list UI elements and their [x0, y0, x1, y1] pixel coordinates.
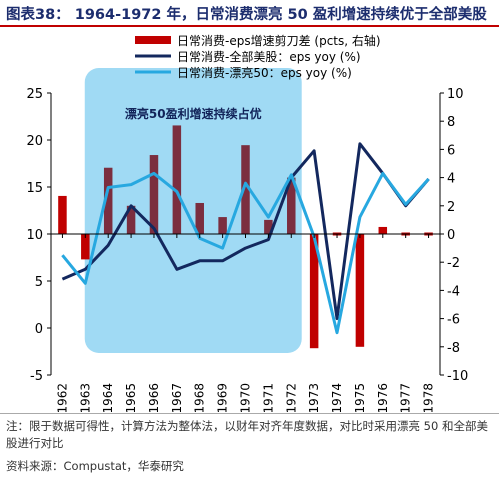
- x-tick-label: 1968: [193, 383, 207, 412]
- legend-label: 日常消费-全部美股：eps yoy (%): [177, 49, 361, 64]
- x-tick-label: 1967: [170, 383, 184, 412]
- x-tick-label: 1966: [147, 383, 161, 412]
- right-tick-label: -6: [447, 313, 460, 328]
- bar-1964: [103, 167, 113, 234]
- bars-layer: [58, 125, 433, 349]
- bar-1963: [81, 234, 90, 260]
- line-all-stocks: [61, 142, 430, 321]
- legend-label: 日常消费-漂亮50：eps yoy (%): [177, 65, 352, 80]
- x-tick-label: 1977: [399, 383, 413, 412]
- highlight-label: 漂亮50盈利增速持续占优: [125, 106, 262, 121]
- title-rule: [0, 25, 499, 27]
- bar-1962: [58, 195, 67, 234]
- x-tick-label: 1969: [216, 383, 230, 412]
- lines-layer: [61, 142, 430, 335]
- x-tick-label: 1978: [422, 383, 436, 412]
- bar-1966: [149, 155, 159, 234]
- bar-1973: [309, 234, 319, 349]
- bar-1971: [264, 219, 273, 234]
- legend: 日常消费-eps增速剪刀差 (pcts, 右轴)日常消费-全部美股：eps yo…: [135, 33, 381, 80]
- x-tick-label: 1973: [307, 383, 321, 412]
- right-tick-label: -10: [447, 369, 468, 384]
- right-tick-label: 0: [447, 228, 455, 243]
- bar-1965: [126, 205, 136, 234]
- left-tick-label: -5: [30, 369, 43, 384]
- right-tick-label: -2: [447, 256, 460, 271]
- x-tick-label: 1965: [124, 383, 138, 412]
- bar-1968: [195, 202, 204, 234]
- chart-source: 资料来源：Compustat，华泰研究: [6, 459, 184, 473]
- bar-1967: [172, 125, 182, 234]
- right-tick-label: -8: [447, 341, 460, 356]
- bar-1976: [378, 226, 388, 234]
- figure-title: 图表38： 1964-1972 年，日常消费漂亮 50 盈利增速持续优于全部美股: [6, 7, 487, 23]
- legend-swatch-bar: [135, 36, 171, 44]
- highlight-region: [84, 68, 302, 353]
- axes-layer: -5 0 5 10 15 20 25 -10 -8 -6 -4 -2 0 2 4 6 8 10 1962 1963 19…: [26, 87, 468, 412]
- chart: 漂亮50盈利增速持续占优 -5 0 5 10 15 20 25 -10 -8 -6 -4 -2 0 2 4 6…: [26, 33, 468, 412]
- right-tick-label: 2: [447, 200, 455, 215]
- right-tick-label: 6: [447, 143, 455, 158]
- bar-1972: [287, 177, 296, 234]
- left-tick-label: 10: [26, 228, 43, 243]
- x-tick-label: 1963: [78, 383, 92, 412]
- x-tick-label: 1970: [239, 383, 253, 412]
- footer-rule: [0, 413, 499, 414]
- x-tick-label: 1962: [55, 383, 69, 412]
- x-tick-label: 1974: [330, 383, 344, 412]
- bar-1970: [241, 145, 250, 234]
- left-tick-label: 15: [26, 181, 43, 196]
- bar-1975: [355, 234, 365, 347]
- right-tick-label: 4: [447, 172, 455, 187]
- left-tick-label: 20: [26, 134, 43, 149]
- x-tick-label: 1976: [376, 383, 390, 412]
- chart-note: 注：限于数据可得性，计算方法为整体法，以财年对齐年度数据，对比时采用漂亮 50 …: [6, 419, 488, 450]
- right-tick-label: -4: [447, 284, 460, 299]
- left-tick-label: 0: [35, 322, 43, 337]
- x-tick-label: 1975: [353, 383, 367, 412]
- x-tick-label: 1971: [261, 383, 275, 412]
- line-pretty50: [61, 171, 430, 335]
- legend-label: 日常消费-eps增速剪刀差 (pcts, 右轴): [177, 33, 381, 48]
- right-tick-label: 10: [447, 87, 464, 102]
- bar-1969: [218, 217, 227, 234]
- x-tick-label: 1964: [101, 383, 115, 412]
- left-tick-label: 5: [35, 275, 43, 290]
- left-tick-label: 25: [26, 87, 43, 102]
- right-tick-label: 8: [447, 115, 455, 130]
- x-tick-label: 1972: [284, 383, 298, 412]
